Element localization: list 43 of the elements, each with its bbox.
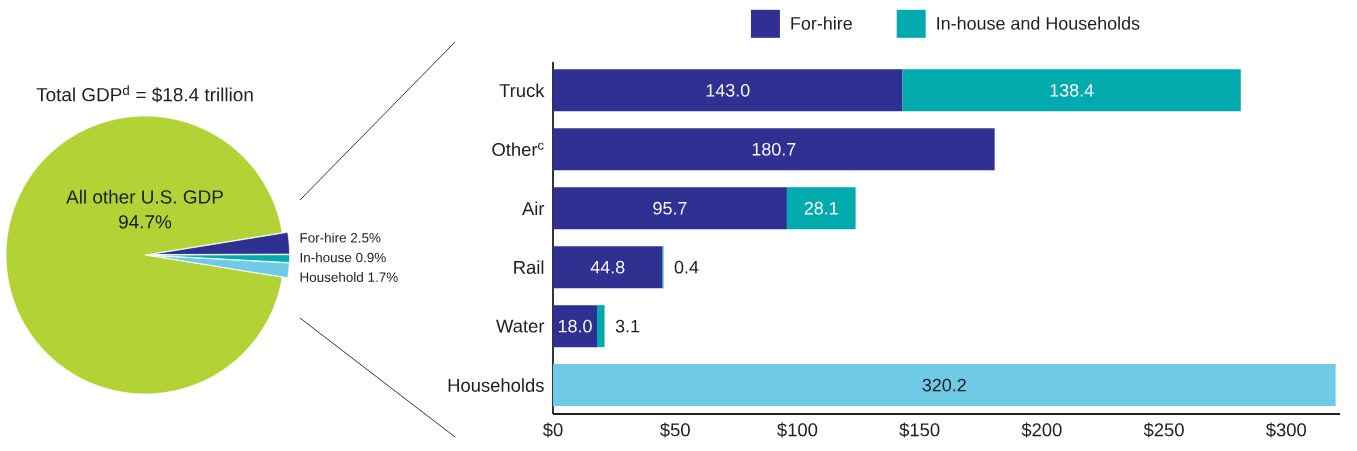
slice-label: All other U.S. GDP bbox=[66, 189, 223, 204]
bar bbox=[597, 305, 605, 348]
slice-label: In-house bbox=[300, 252, 352, 263]
legend-label: In-house and Households bbox=[937, 16, 1140, 30]
data-label: 1.7% bbox=[368, 272, 398, 282]
y-tick-label: Water bbox=[496, 319, 545, 333]
data-label: 44.8 bbox=[590, 260, 625, 274]
slice-label: Household bbox=[300, 272, 363, 282]
y-tick-label: Air bbox=[521, 201, 545, 215]
x-tick-label: $300 bbox=[1265, 422, 1307, 438]
data-label: 3.1 bbox=[615, 319, 640, 333]
data-label: 18.0 bbox=[558, 319, 592, 333]
data-label: 28.1 bbox=[804, 201, 838, 215]
bar bbox=[902, 69, 1241, 112]
bar bbox=[553, 69, 903, 112]
x-tick-label: $50 bbox=[660, 422, 690, 438]
bar bbox=[553, 305, 597, 348]
y-tick-label: Rail bbox=[514, 260, 544, 274]
chart-title: Total GDP$^{d}$ = $18.4 trillion bbox=[36, 85, 253, 103]
y-tick-label: Truck bbox=[499, 83, 545, 98]
data-label: 143.0 bbox=[706, 83, 750, 97]
y-tick-label: Other$^{c}$ bbox=[492, 142, 544, 157]
slice-label: For-hire bbox=[300, 232, 346, 243]
y-tick-label: Households bbox=[448, 378, 544, 392]
data-label: 180.7 bbox=[752, 142, 796, 156]
legend-label: For-hire bbox=[791, 16, 852, 30]
data-label: 0.9% bbox=[356, 252, 386, 263]
data-label: 2.5% bbox=[350, 233, 381, 243]
data-label: 0.4 bbox=[674, 260, 699, 274]
bar bbox=[553, 246, 663, 289]
data-label: 320.2 bbox=[922, 378, 966, 392]
x-tick-label: $100 bbox=[777, 422, 818, 438]
data-label: 138.4 bbox=[1050, 83, 1094, 97]
data-label: 94.7% bbox=[119, 215, 172, 229]
bar bbox=[786, 187, 856, 230]
data-label: 95.7 bbox=[653, 201, 687, 215]
x-tick-label: $150 bbox=[899, 422, 940, 438]
x-tick-label: $0 bbox=[542, 422, 563, 438]
bar bbox=[553, 187, 787, 230]
x-tick-label: $250 bbox=[1143, 422, 1184, 438]
bar bbox=[553, 128, 995, 171]
bar bbox=[553, 364, 1336, 407]
x-tick-label: $200 bbox=[1021, 422, 1062, 438]
